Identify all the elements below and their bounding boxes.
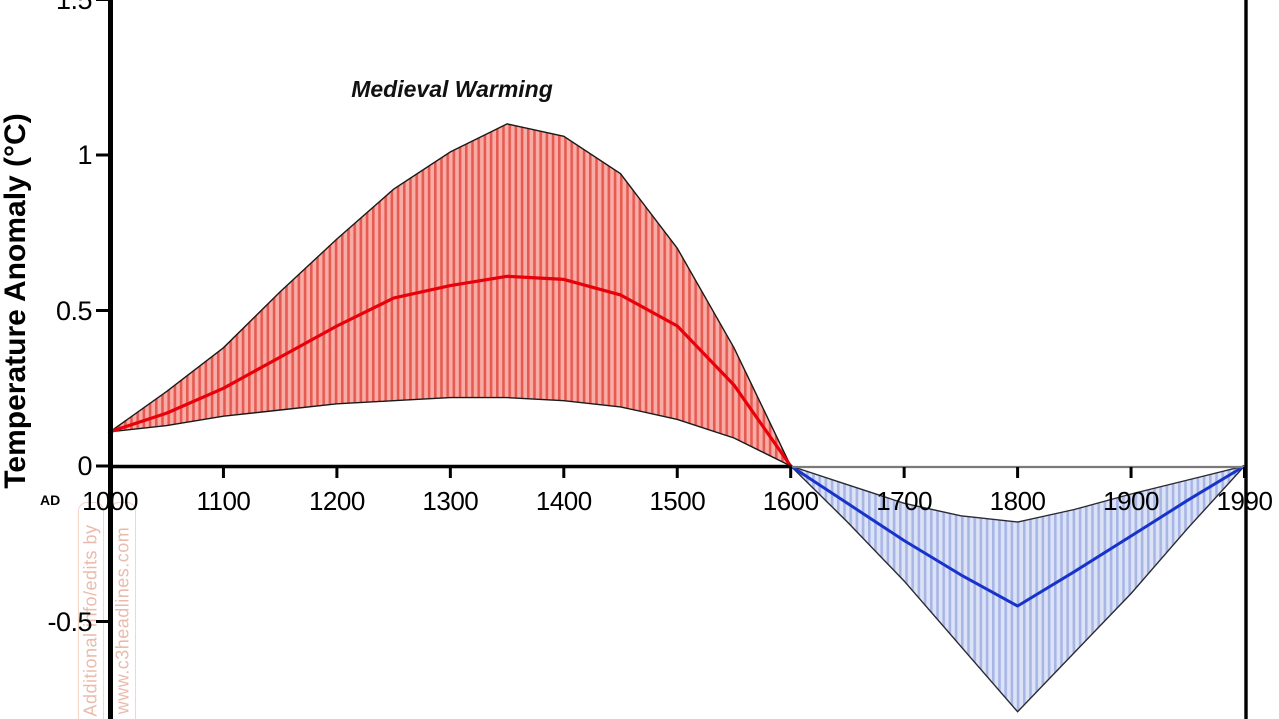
warming-uncertainty-band	[107, 123, 793, 468]
watermark-box-1: Additional info/edits by	[78, 502, 104, 719]
x-tick-label-1300: 1300	[422, 486, 479, 516]
y-tick-label-0: 0	[77, 451, 92, 481]
y-tick-label-0.5: 0.5	[55, 295, 93, 326]
cooling-central-line	[789, 464, 1246, 608]
y-tick-label--0.5: -0.5	[47, 606, 92, 637]
warming-central-line	[109, 274, 793, 467]
x-tick-label-1200: 1200	[308, 486, 365, 516]
x-tick-label-1900: 1900	[1103, 486, 1159, 516]
x-tick-label-1000: 1000	[82, 486, 138, 516]
y-tick-label-1: 1	[77, 140, 92, 170]
x-tick-label-1600: 1600	[762, 486, 819, 516]
x-tick-label-1500: 1500	[649, 486, 706, 516]
medieval-warming-annotation: Medieval Warming	[351, 76, 553, 102]
x-tick-label-1990: 1990	[1216, 486, 1273, 516]
x-tick-label-1700: 1700	[876, 486, 933, 516]
x-tick-label-1800: 1800	[989, 486, 1046, 516]
y-tick-label-1.5: 1.5	[22, 0, 93, 16]
x-axis-ad-prefix: AD	[40, 492, 61, 508]
x-tick-label-1100: 1100	[196, 486, 251, 516]
x-tick-label-1400: 1400	[535, 486, 592, 516]
